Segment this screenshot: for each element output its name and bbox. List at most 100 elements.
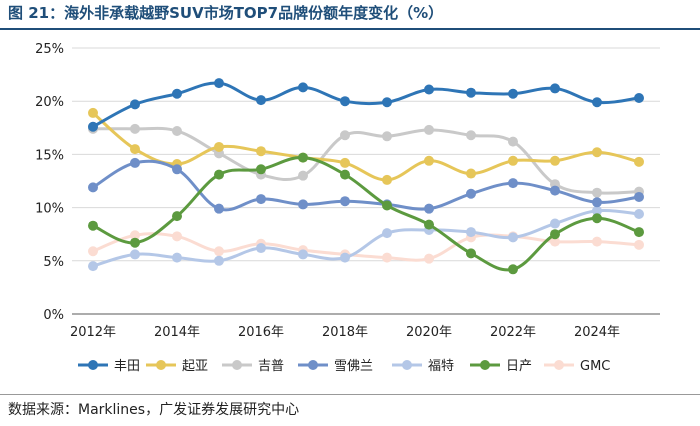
data-point [130,123,140,134]
legend-swatch-marker [554,360,564,370]
data-point [466,87,476,98]
data-point [172,164,182,175]
data-point [88,182,98,193]
x-tick-label: 2014年 [154,325,200,340]
legend-swatch-marker [88,360,98,370]
data-point [172,252,182,263]
data-point [592,213,602,224]
data-point [508,155,518,166]
data-point [172,125,182,136]
data-point [130,157,140,168]
source-note: 数据来源：Marklines，广发证券发展研究中心 [8,402,300,418]
data-point [340,252,350,263]
data-point [382,200,392,211]
data-point [130,230,140,241]
data-point [592,205,602,216]
data-point [382,131,392,142]
data-point [550,229,560,240]
data-point [340,130,350,141]
data-point [340,96,350,107]
data-point [298,82,308,93]
y-tick-label: 25% [35,42,64,57]
legend-swatch-marker [402,360,412,370]
data-point [592,236,602,247]
data-point [634,208,644,219]
data-point [424,155,434,166]
x-tick-label: 2016年 [238,325,284,340]
legend-label: 吉普 [258,359,284,374]
legend-label: 起亚 [182,359,208,374]
series-6 [88,152,644,275]
series-1 [88,78,644,132]
x-tick-label: 2020年 [406,325,452,340]
data-point [256,194,266,205]
legend-label: 雪佛兰 [334,359,373,374]
data-point [340,169,350,180]
title-rule [0,28,700,30]
legend-label: 福特 [428,359,454,374]
data-point [88,246,98,257]
series-2 [88,107,644,185]
series [88,78,644,275]
data-point [130,249,140,260]
x-tick-label: 2018年 [322,325,368,340]
legend-swatch-marker [308,360,318,370]
data-point [214,141,224,152]
data-point [256,243,266,254]
data-point [172,211,182,222]
data-point [382,174,392,185]
data-point [88,261,98,272]
data-point [382,97,392,108]
data-point [466,248,476,259]
data-point [424,203,434,214]
legend-label: 日产 [506,359,532,374]
data-point [550,83,560,94]
axes: 0% 5% 10% 15% 20% 25% 2012年 2014年 2016年 2018年 2020… [35,42,660,340]
y-tick-label: 20% [35,95,64,110]
gridlines [72,47,660,262]
data-point [298,170,308,181]
y-tick-label: 0% [43,308,64,323]
data-point [214,169,224,180]
legend: 丰田 起亚 吉普 雪佛兰 福特 日产 GMC [78,359,610,374]
data-point [214,203,224,214]
data-point [466,227,476,238]
line-chart: 0% 5% 10% 15% 20% 25% 2012年 2014年 2016年 2018年 2020… [35,42,660,374]
data-point [88,220,98,231]
data-point [130,237,140,248]
data-point [508,232,518,243]
data-point [634,156,644,167]
legend-label: 丰田 [114,359,140,374]
data-point [466,188,476,199]
data-point [592,97,602,108]
data-point [256,146,266,157]
data-point [424,84,434,95]
data-point [214,78,224,89]
data-point [298,199,308,210]
legend-label: GMC [580,359,610,374]
data-point [508,88,518,99]
data-point [592,187,602,198]
data-point [508,178,518,189]
data-point [466,168,476,179]
y-tick-label: 5% [43,255,64,270]
data-point [88,107,98,118]
legend-swatch-marker [480,360,490,370]
data-point [550,218,560,229]
data-point [634,227,644,238]
figure-title: 图 21：海外非承载越野SUV市场TOP7品牌份额年度变化（%） [8,4,444,22]
legend-swatch-marker [232,360,242,370]
data-point [214,255,224,266]
x-tick-label: 2022年 [490,325,536,340]
series-4 [88,157,644,214]
data-point [256,95,266,106]
data-point [592,197,602,208]
data-point [466,130,476,141]
data-point [634,93,644,104]
data-point [634,191,644,202]
data-point [550,155,560,166]
data-point [424,124,434,135]
data-point [340,196,350,207]
data-point [130,99,140,110]
x-tick-label: 2012年 [70,325,116,340]
